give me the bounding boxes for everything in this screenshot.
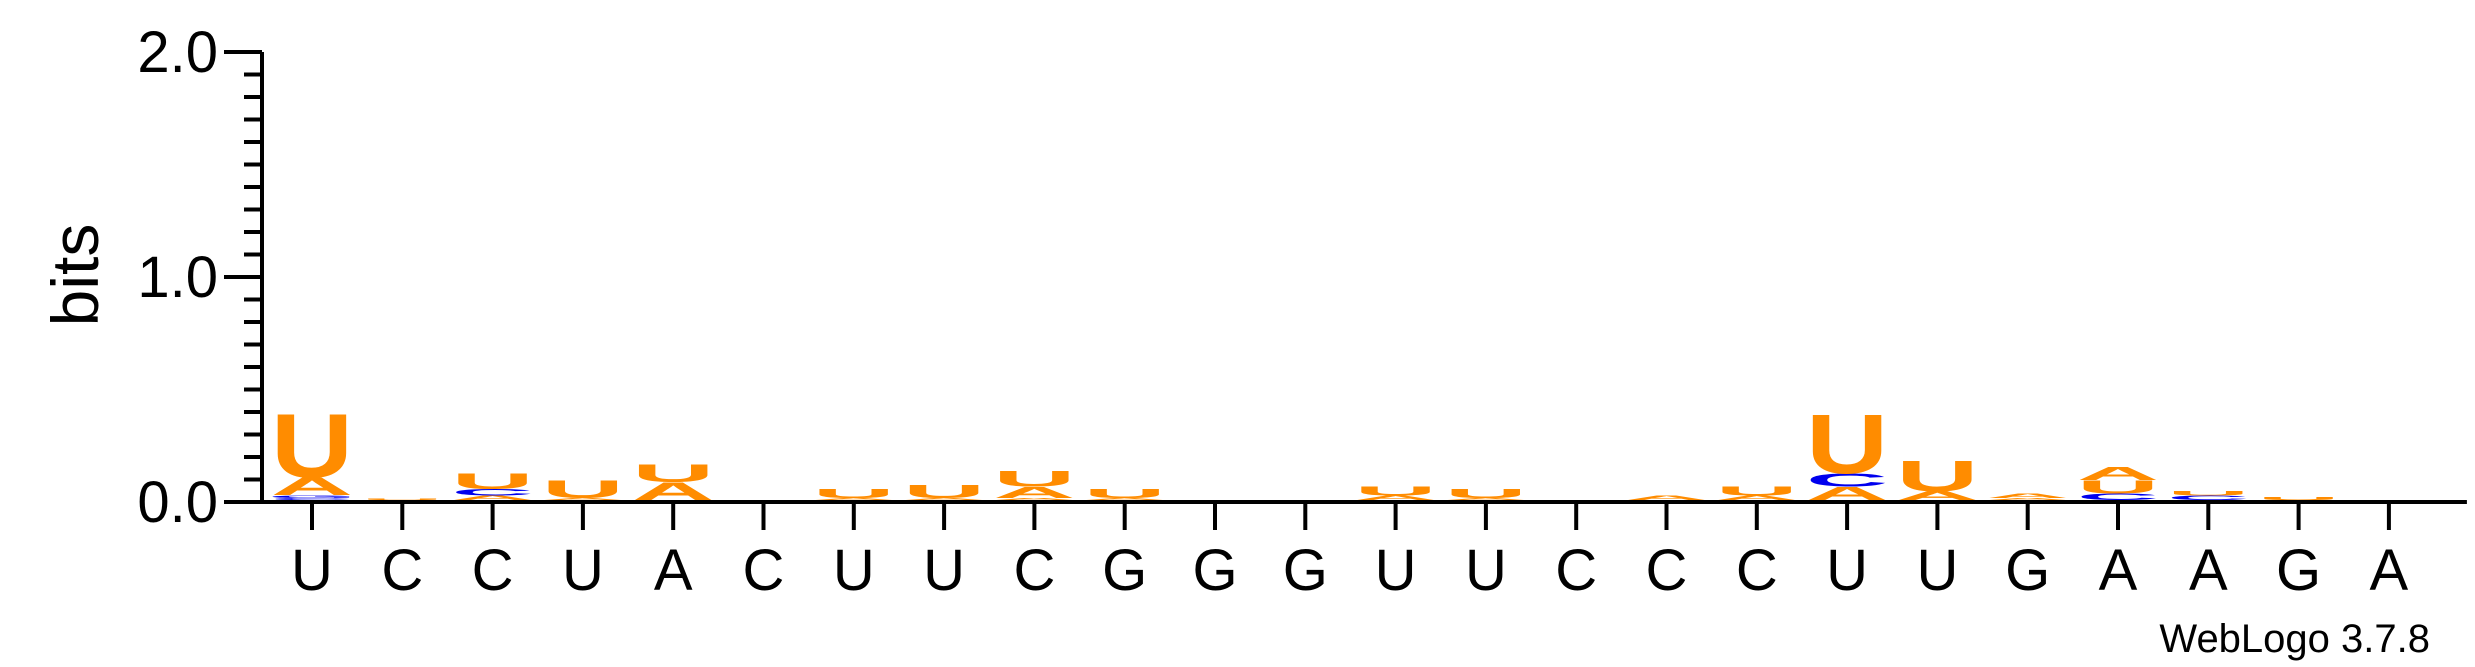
logo-letter-A: A: [1625, 494, 1707, 501]
logo-letter-A: A: [813, 497, 895, 500]
x-tick-label: C: [381, 538, 423, 603]
x-tick-label: A: [2189, 538, 2228, 603]
x-tick-label: G: [2005, 538, 2050, 603]
logo-letter-A: A: [1987, 497, 2069, 500]
logo-letter-G: G: [268, 494, 357, 498]
logo-letter-A: A: [451, 494, 533, 501]
logo-letter-A: A: [993, 484, 1075, 501]
logo-letter-U: U: [2167, 490, 2249, 497]
x-tick-label: U: [562, 538, 604, 603]
x-tick-label: C: [743, 538, 785, 603]
logo-letter-A: A: [1806, 483, 1888, 504]
logo-letter-C: C: [271, 497, 353, 500]
logo-letter-U: U: [271, 395, 353, 496]
x-tick-label: G: [1102, 538, 1147, 603]
y-tick-label: 2.0: [137, 20, 218, 85]
x-tick-label: U: [1465, 538, 1507, 603]
y-axis-label: bits: [38, 224, 112, 327]
x-tick-label: C: [1013, 538, 1055, 603]
x-tick-label: U: [923, 538, 965, 603]
y-tick-label: 1.0: [137, 245, 218, 310]
x-tick-label: A: [654, 538, 693, 603]
logo-letter-U: U: [2257, 496, 2339, 501]
y-axis: 0.0 1.0 2.0: [137, 20, 264, 535]
logo-letter-A: A: [271, 473, 353, 501]
x-tick-label: U: [1916, 538, 1958, 603]
logo-letter-U: U: [903, 481, 985, 502]
logo-letter-U: U: [1896, 452, 1978, 501]
x-tick-label: A: [2099, 538, 2138, 603]
logo-letter-C: C: [2167, 494, 2249, 501]
logo-letter-U: U: [1445, 487, 1527, 501]
logo-letter-C: C: [451, 487, 533, 497]
logo-letter-A: A: [2077, 463, 2159, 484]
logo-letter-U: U: [1354, 484, 1436, 498]
x-tick-label: G: [1283, 538, 1328, 603]
logo-letter-U: U: [542, 475, 624, 503]
logo-letter-A: A: [1084, 497, 1166, 500]
weblogo-version: WebLogo 3.7.8: [2159, 617, 2430, 661]
logo-letter-C: C: [1806, 470, 1888, 491]
y-tick-label: 0.0: [137, 470, 218, 535]
logo-letter-A: A: [1445, 497, 1527, 500]
x-tick-label: G: [1192, 538, 1237, 603]
x-tick-label: U: [1826, 538, 1868, 603]
x-tick-label: C: [1555, 538, 1597, 603]
x-tick-label: U: [833, 538, 875, 603]
logo-letter-A: A: [1354, 494, 1436, 501]
logo-letter-C: C: [2077, 492, 2159, 502]
logo-letter-A: A: [903, 497, 985, 500]
x-tick-label: C: [472, 538, 514, 603]
logo-letter-A: A: [1896, 489, 1978, 503]
logo-letter-U: U: [1806, 397, 1888, 491]
x-tick-label: U: [291, 538, 333, 603]
x-tick-label: U: [1375, 538, 1417, 603]
x-tick-label: C: [1646, 538, 1688, 603]
logo-letter-U: U: [451, 469, 533, 493]
logo-letter-A: A: [1987, 492, 2069, 499]
logo-letter-U: U: [1716, 484, 1798, 498]
logo-letter-A: A: [1716, 494, 1798, 501]
x-tick-label: C: [1736, 538, 1778, 603]
logo-letter-U: U: [1084, 487, 1166, 501]
x-tick-label: A: [2370, 538, 2409, 603]
logo-letter-A: A: [542, 497, 624, 500]
logo-letter-A: A: [993, 497, 1075, 500]
x-tick-label: G: [2276, 538, 2321, 603]
logo-letter-U: U: [813, 487, 895, 501]
logo-letter-U: U: [2077, 476, 2159, 497]
logo-letter-U: U: [361, 499, 443, 501]
logo-letter-U: U: [632, 460, 714, 488]
logo-letter-U: U: [993, 467, 1075, 491]
